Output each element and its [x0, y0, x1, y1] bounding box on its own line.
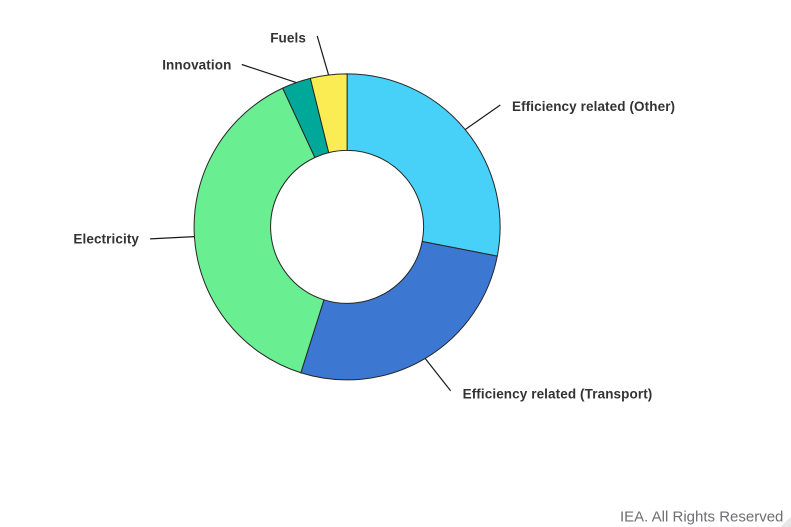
svg-text:Electricity: Electricity	[73, 232, 139, 247]
svg-text:Innovation: Innovation	[162, 58, 231, 73]
svg-text:IEA. All Rights Reserved: IEA. All Rights Reserved	[620, 508, 783, 525]
svg-text:Fuels: Fuels	[270, 31, 306, 46]
svg-text:Efficiency related (Transport): Efficiency related (Transport)	[463, 386, 653, 401]
svg-text:Efficiency related (Other): Efficiency related (Other)	[512, 99, 675, 114]
